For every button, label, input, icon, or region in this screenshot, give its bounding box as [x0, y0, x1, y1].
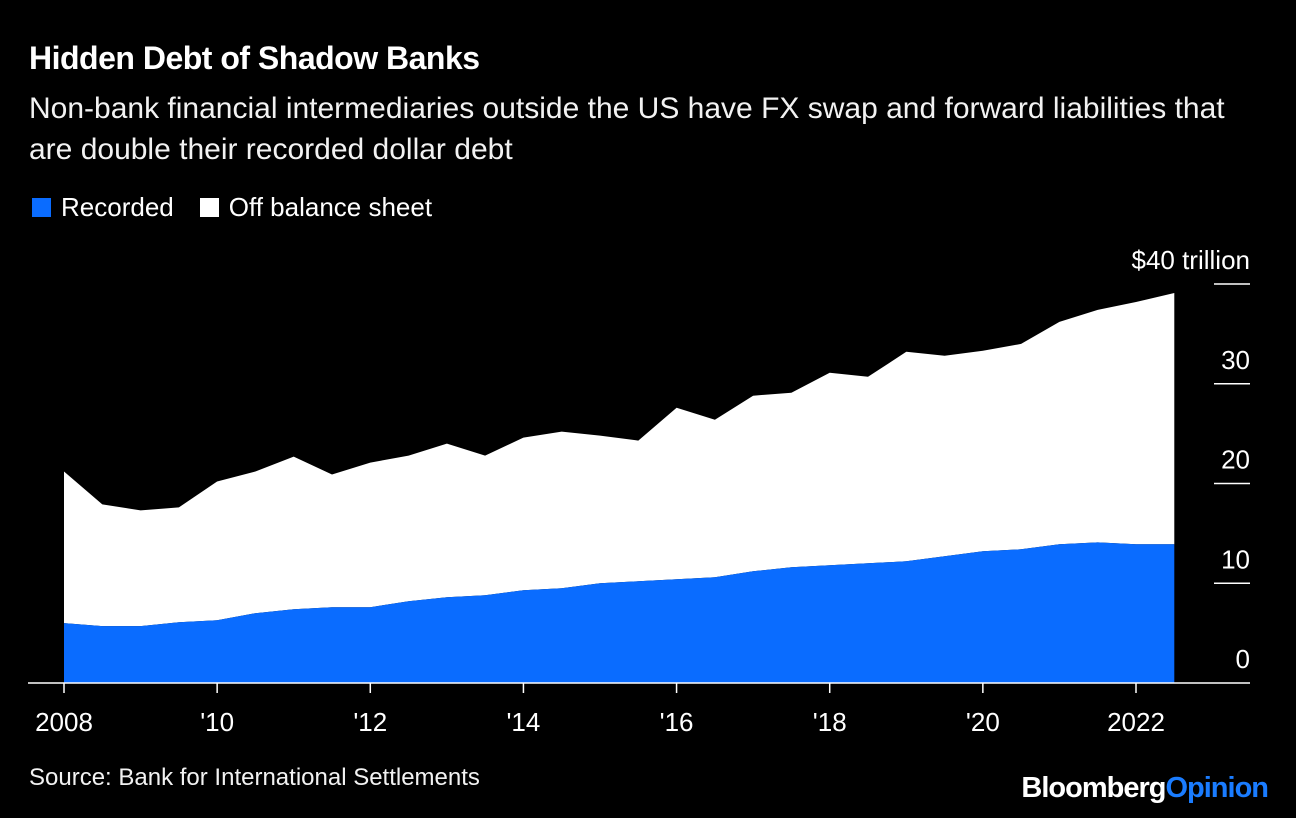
chart-subtitle: Non-bank financial intermediaries outsid… [29, 92, 1225, 166]
legend-label-off-balance-sheet: Off balance sheet [228, 192, 433, 222]
recorded-area [64, 542, 1175, 683]
off-balance-sheet-area [64, 293, 1175, 627]
legend-item-recorded: Recorded [32, 192, 174, 223]
legend-swatch-off-balance-sheet [199, 198, 219, 217]
brand-logo: BloombergOpinion [1021, 772, 1269, 805]
x-tick-label: '14 [506, 707, 540, 737]
legend: Recorded Off balance sheet [32, 192, 458, 223]
x-tick-label: '12 [353, 707, 387, 737]
y-tick-label: 30 [1221, 345, 1250, 375]
x-tick-label: '18 [813, 707, 847, 737]
x-tick-label: 2022 [1107, 707, 1165, 737]
x-tick-label: '20 [966, 707, 1000, 737]
y-tick-label: 0 [1236, 644, 1250, 674]
legend-item-off-balance-sheet: Off balance sheet [199, 192, 433, 223]
y-tick-label: 10 [1221, 544, 1250, 574]
brand-logo-opinion: Opinion [1165, 772, 1269, 804]
chart-title: Hidden Debt of Shadow Banks [29, 40, 480, 76]
x-tick-label: '16 [660, 707, 694, 737]
brand-logo-bloomberg: Bloomberg [1021, 772, 1166, 804]
source-note: Source: Bank for International Settlemen… [29, 764, 480, 791]
x-tick-label: 2008 [35, 707, 93, 737]
legend-swatch-recorded [32, 198, 51, 217]
y-tick-label: $40 trillion [1131, 245, 1250, 275]
x-tick-label: '10 [200, 707, 234, 737]
y-tick-label: 20 [1221, 445, 1250, 475]
legend-label-recorded: Recorded [61, 192, 174, 222]
